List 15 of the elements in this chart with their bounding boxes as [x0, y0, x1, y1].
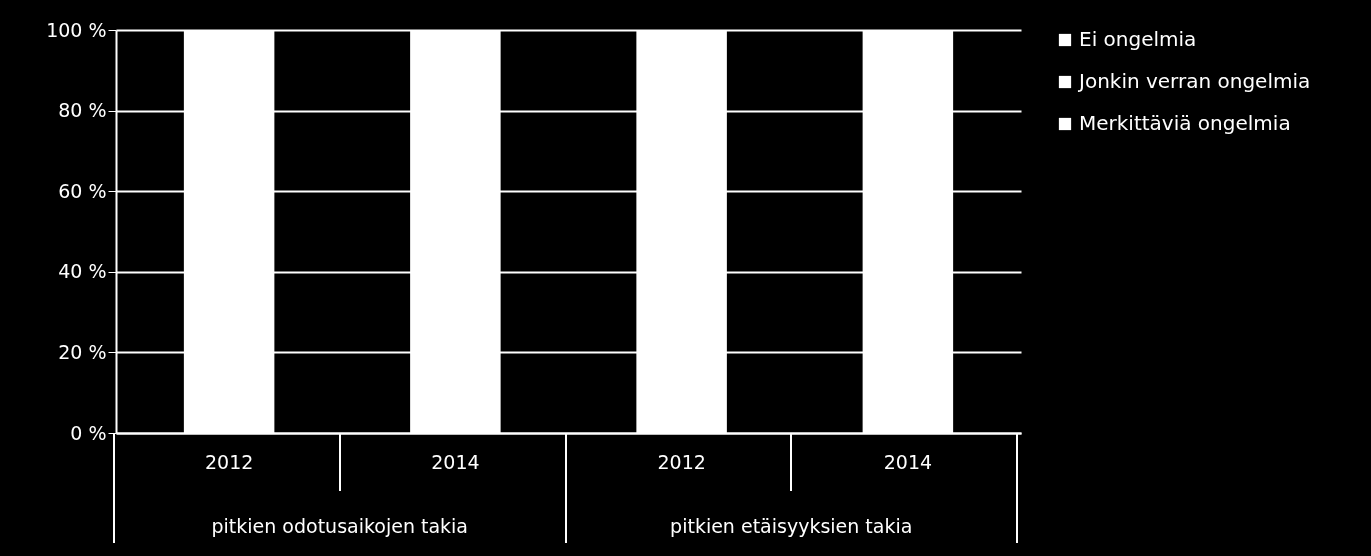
- y-tick-label: 40 %: [58, 260, 107, 283]
- y-tick-label: 80 %: [58, 99, 107, 122]
- legend-label: Merkittäviä ongelmia: [1079, 111, 1291, 135]
- text: pitkien etäisyyksien takia: [670, 515, 913, 537]
- y-tick-label: 100 %: [46, 18, 107, 41]
- text: pitkien odotusaikojen takia: [211, 515, 468, 537]
- y-tick-label: 60 %: [58, 179, 107, 202]
- x-tick-label: 2012: [657, 450, 706, 473]
- x-tick-label: 2012: [204, 450, 254, 473]
- legend-label: Jonkin verran ongelmia: [1077, 69, 1311, 93]
- y-tick-label: 0 %: [70, 421, 107, 444]
- x-tick-label: 2014: [883, 450, 933, 473]
- x-tick-label: 2014: [431, 450, 480, 473]
- y-tick-label: 20 %: [58, 340, 107, 363]
- legend-label: Ei ongelmia: [1079, 27, 1197, 51]
